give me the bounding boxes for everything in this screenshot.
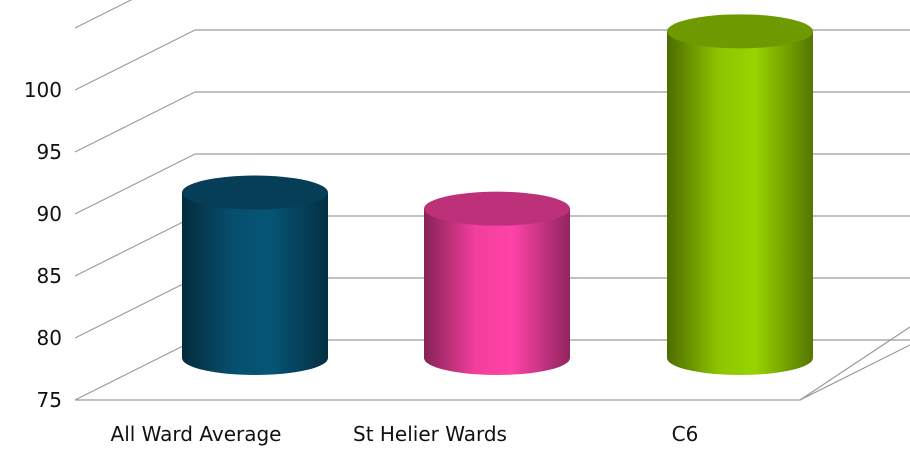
bar-1: [182, 175, 328, 375]
bar-body: [182, 192, 328, 375]
y-axis-ticks: 75 80 85 90 95 100: [24, 78, 62, 412]
right-floor-edge: [799, 326, 910, 401]
bar-body: [667, 31, 813, 376]
bar-3: [667, 14, 813, 376]
bars: [182, 14, 813, 376]
gridline: [74, 0, 133, 29]
y-tick-label: 90: [37, 202, 62, 226]
bar-2: [424, 191, 570, 375]
x-category-label: C6: [672, 422, 699, 446]
x-category-label: St Helier Wards: [353, 422, 507, 446]
x-axis-labels: All Ward Average St Helier Wards C6: [111, 422, 699, 446]
bar-top: [667, 14, 813, 49]
bar-body: [424, 208, 570, 375]
bar-top: [182, 175, 328, 210]
y-tick-label: 80: [37, 326, 62, 350]
y-tick-label: 75: [37, 388, 62, 412]
bar-top: [424, 191, 570, 226]
x-category-label: All Ward Average: [111, 422, 282, 446]
y-tick-label: 95: [37, 140, 62, 164]
y-tick-label: 100: [24, 78, 62, 102]
y-tick-label: 85: [37, 264, 62, 288]
